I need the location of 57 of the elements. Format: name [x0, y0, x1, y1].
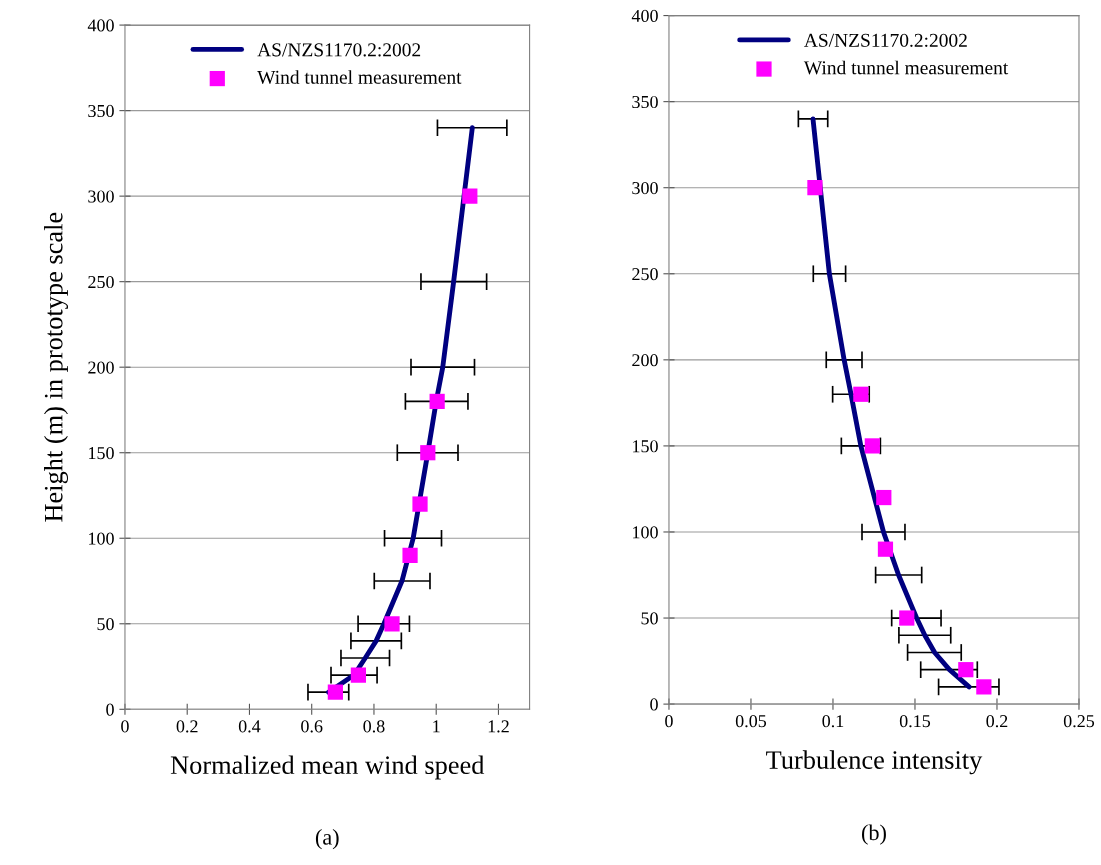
x-axis-title: Normalized mean wind speed [170, 755, 485, 780]
point [462, 188, 478, 204]
x-tick-label: 0.1 [822, 715, 844, 728]
point [350, 667, 366, 683]
y-tick-label: 0 [106, 703, 114, 716]
y-tick-label: 150 [633, 440, 658, 453]
x-tick-label: 0 [121, 720, 129, 733]
x-tick-label: 0.15 [899, 715, 931, 728]
point [412, 496, 428, 512]
x-axis-title: Turbulence intensity [766, 750, 983, 775]
y-tick-label: 350 [88, 104, 114, 118]
line-series [810, 116, 972, 690]
y-tick-label: 250 [632, 268, 658, 281]
point [420, 445, 436, 461]
point [877, 541, 894, 557]
y-tick-label: 250 [88, 275, 114, 289]
legend-label: AS/NZS1170.2:2002 [804, 33, 967, 47]
x-tick-label: 0.2 [986, 715, 1008, 728]
x-tick-label: 0.05 [735, 715, 767, 728]
x-tick-label: 0.8 [363, 720, 385, 733]
y-tick-label: 0 [650, 698, 658, 711]
y-tick-label: 300 [632, 181, 658, 195]
y-tick-label: 150 [89, 446, 114, 460]
point [899, 610, 915, 626]
point [429, 393, 445, 410]
y-tick-label: 200 [632, 354, 658, 367]
x-tick-label: 0.2 [176, 720, 198, 733]
y-axis-title: Height (m) in prototype scale [44, 212, 69, 522]
point [384, 616, 400, 632]
point [864, 438, 880, 454]
x-tick-label: 1.2 [488, 720, 509, 733]
y-tick-label: 100 [89, 532, 114, 545]
point [327, 684, 343, 700]
point [976, 679, 992, 695]
y-tick-label: 50 [641, 612, 658, 625]
legend-label: Wind tunnel measurement [257, 70, 462, 84]
y-tick-label: 400 [87, 19, 114, 32]
x-tick-label: 0.25 [1063, 715, 1095, 728]
y-tick-label: 100 [633, 526, 658, 539]
legend-label: AS/NZS1170.2:2002 [257, 43, 421, 57]
point [853, 386, 869, 402]
text: (b) [861, 824, 886, 845]
point [876, 489, 892, 506]
point [958, 662, 974, 678]
point [807, 180, 823, 196]
point [402, 547, 418, 563]
x-tick-label: 0.4 [238, 720, 261, 733]
x-tick-label: 1 [433, 720, 440, 733]
text: (a) [315, 829, 339, 850]
legend-label: Wind tunnel measurement [803, 60, 1009, 75]
y-tick-label: 300 [88, 190, 114, 203]
y-tick-label: 400 [631, 9, 658, 23]
y-tick-label: 350 [632, 95, 658, 109]
y-tick-label: 200 [88, 361, 114, 374]
x-tick-label: 0.6 [301, 720, 323, 733]
y-tick-label: 50 [97, 618, 114, 631]
x-tick-label: 0 [665, 715, 673, 728]
